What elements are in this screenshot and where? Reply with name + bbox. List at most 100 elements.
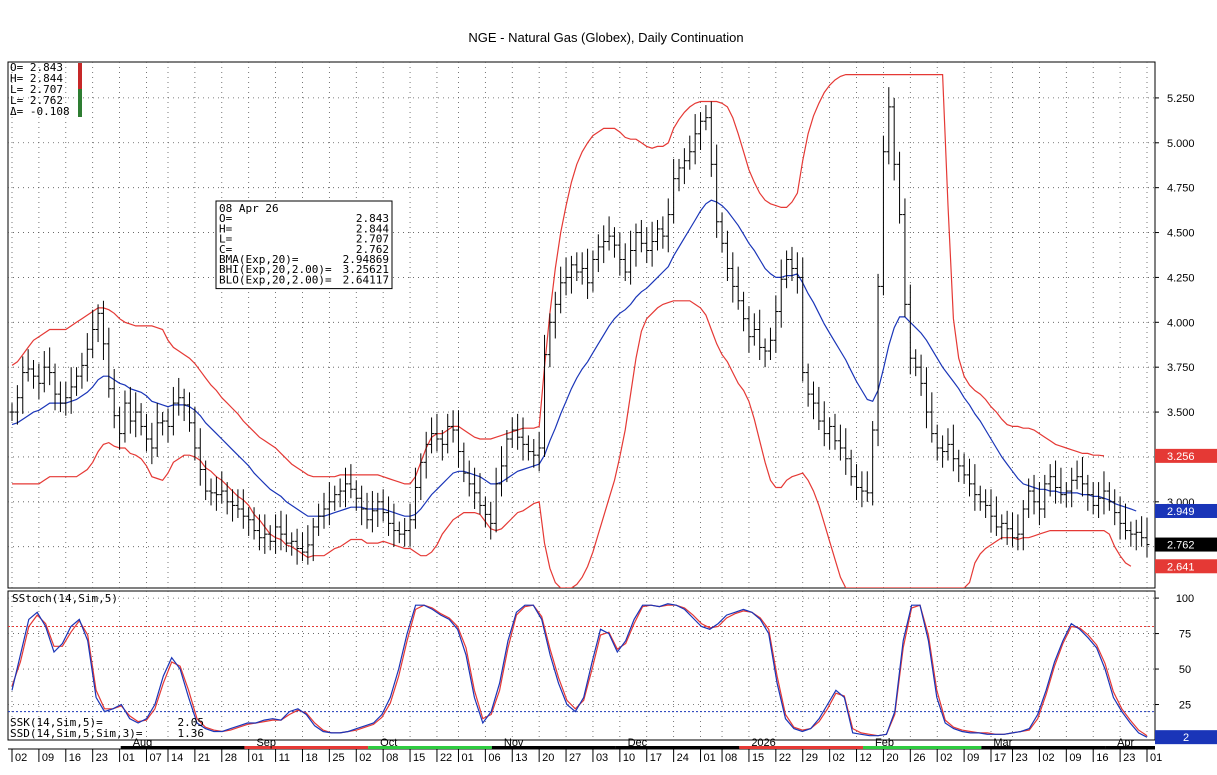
info-box-value-5: 3.25621 xyxy=(343,263,389,276)
x-tick-label-41: 16 xyxy=(1096,752,1108,764)
price-bar-41 xyxy=(230,489,236,522)
price-bar-40 xyxy=(224,482,230,515)
price-bar-145 xyxy=(789,246,795,282)
price-bar-64 xyxy=(353,480,359,511)
price-bar-22 xyxy=(127,386,133,434)
price-bar-153 xyxy=(832,413,838,450)
price-bar-178 xyxy=(966,458,972,497)
price-tag-2 xyxy=(1155,537,1217,552)
price-bar-197 xyxy=(1069,467,1075,508)
price-bar-111 xyxy=(606,216,612,251)
price-bar-67 xyxy=(369,491,375,533)
price-bar-39 xyxy=(219,471,225,504)
price-bar-65 xyxy=(359,485,365,526)
price-bar-181 xyxy=(983,489,989,518)
price-tick-label-3: 4.500 xyxy=(1167,228,1195,240)
x-tick-label-43: 01 xyxy=(1150,752,1162,764)
price-bar-201 xyxy=(1090,482,1096,515)
price-bar-127 xyxy=(692,114,698,165)
price-bar-150 xyxy=(816,386,822,431)
price-tick-label-4: 4.250 xyxy=(1167,272,1195,284)
price-bar-78 xyxy=(429,417,435,454)
price-bar-54 xyxy=(299,532,305,562)
x-tick-label-11: 18 xyxy=(305,752,317,764)
price-bar-162 xyxy=(880,135,886,296)
info-box-value-1: 2.844 xyxy=(356,222,389,235)
month-label-2: Oct xyxy=(380,737,397,749)
price-bar-138 xyxy=(751,313,757,346)
price-bar-118 xyxy=(644,227,650,264)
price-bar-163 xyxy=(886,87,892,165)
x-tick-label-36: 09 xyxy=(967,752,979,764)
price-bar-136 xyxy=(741,291,747,332)
price-bar-207 xyxy=(1122,503,1128,540)
price-bar-114 xyxy=(622,243,628,282)
price-bar-70 xyxy=(386,496,392,536)
month-label-8: Apr xyxy=(1117,737,1134,749)
x-tick-label-29: 22 xyxy=(779,752,791,764)
x-tick-label-33: 20 xyxy=(886,752,898,764)
x-tick-label-17: 01 xyxy=(461,752,473,764)
price-bar-21 xyxy=(122,390,128,443)
price-bar-69 xyxy=(380,489,386,522)
month-label-5: 2026 xyxy=(751,737,775,749)
price-bar-146 xyxy=(794,252,800,294)
price-bar-135 xyxy=(735,266,741,310)
corner-line-0: O= 2.843 xyxy=(10,61,63,74)
price-bar-175 xyxy=(950,424,956,472)
price-bar-44 xyxy=(246,507,252,536)
price-bar-186 xyxy=(1010,512,1016,547)
price-bar-80 xyxy=(439,430,445,461)
upper-band-line xyxy=(11,74,1105,485)
average-line xyxy=(11,199,1137,517)
price-bar-168 xyxy=(913,349,919,377)
price-bar-38 xyxy=(213,476,219,511)
stoch-tag-label: 2 xyxy=(1183,732,1189,744)
stoch-panel-frame xyxy=(7,590,1156,741)
x-tick-label-18: 06 xyxy=(488,752,500,764)
price-bar-58 xyxy=(321,492,327,529)
price-bar-102 xyxy=(558,266,564,314)
price-bar-30 xyxy=(170,386,176,436)
price-bar-192 xyxy=(1042,474,1048,518)
x-tick-label-8: 28 xyxy=(225,752,237,764)
stoch-labels: SStoch(14,Sim,5) SSK(14,Sim,5)= 2.05 SSD(14… xyxy=(10,592,204,740)
price-bar-88 xyxy=(482,496,488,527)
month-label-0: Aug xyxy=(133,737,153,749)
price-bar-109 xyxy=(595,234,601,273)
x-tick-label-23: 10 xyxy=(623,752,635,764)
price-bar-134 xyxy=(730,252,736,303)
x-tick-label-39: 02 xyxy=(1042,752,1054,764)
price-tick-label-7: 3.500 xyxy=(1167,407,1195,419)
info-box-label-0: O= xyxy=(219,212,233,225)
price-bar-199 xyxy=(1079,456,1085,497)
price-bar-90 xyxy=(493,467,499,533)
month-label-7: Mar xyxy=(993,737,1012,749)
price-bar-36 xyxy=(203,460,209,501)
price-bar-128 xyxy=(698,112,704,150)
price-bar-86 xyxy=(472,467,478,510)
price-bar-194 xyxy=(1053,460,1059,504)
price-bar-129 xyxy=(703,105,709,131)
price-bar-169 xyxy=(918,354,924,396)
price-bar-149 xyxy=(810,381,816,420)
price-bar-31 xyxy=(176,377,182,416)
price-tick-label-1: 5.000 xyxy=(1167,138,1195,150)
price-bar-50 xyxy=(278,510,284,551)
price-bar-11 xyxy=(68,367,74,414)
price-bar-164 xyxy=(891,97,897,181)
x-tick-label-13: 02 xyxy=(359,752,371,764)
price-bar-63 xyxy=(348,464,354,499)
price-bar-14 xyxy=(84,333,90,382)
price-bar-202 xyxy=(1096,482,1102,518)
price-bar-110 xyxy=(601,225,607,264)
price-bar-151 xyxy=(821,401,827,447)
price-bar-79 xyxy=(434,413,440,452)
price-panel-frame xyxy=(7,61,1156,589)
price-bar-200 xyxy=(1085,474,1091,511)
price-tick-label-6: 3.750 xyxy=(1167,362,1195,374)
x-tick-label-16: 22 xyxy=(440,752,452,764)
stoch-readout-label-0: SSK(14,Sim,5)= xyxy=(10,716,103,729)
price-bar-104 xyxy=(568,255,574,294)
